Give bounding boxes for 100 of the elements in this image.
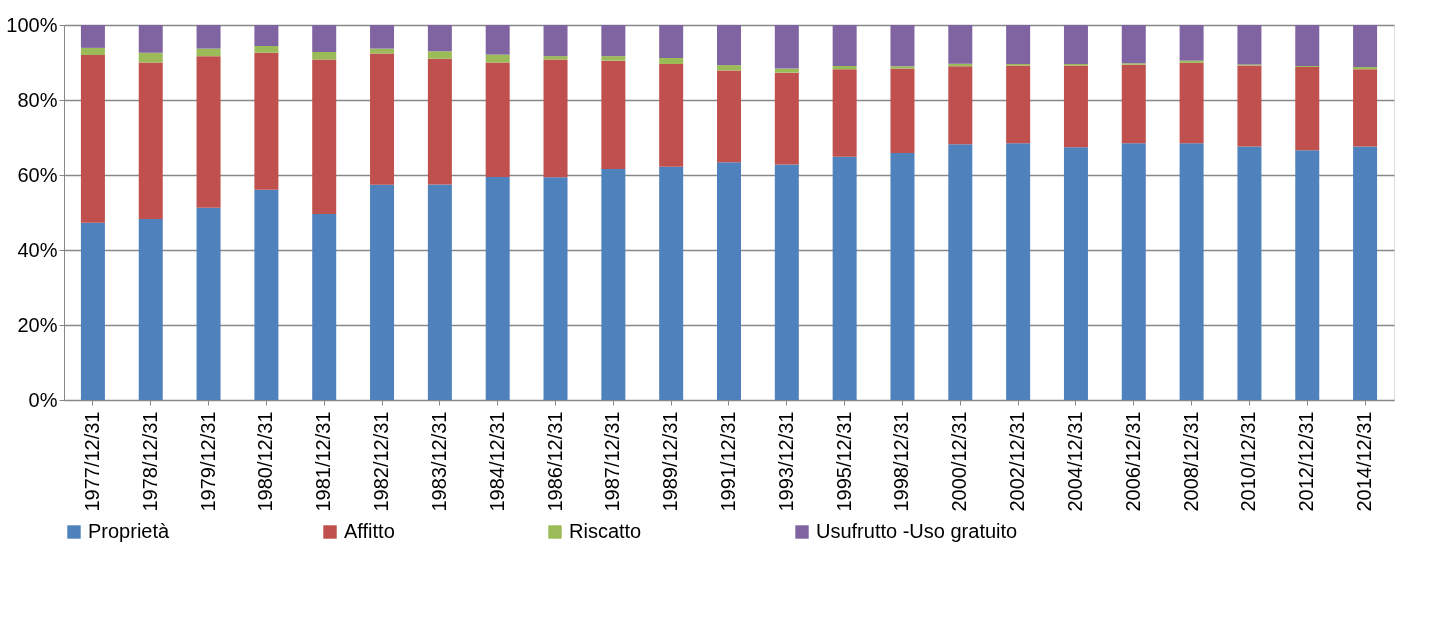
- bar: [312, 214, 337, 400]
- x-tick-label: 1993/12/31: [774, 411, 797, 512]
- bar: [196, 56, 221, 208]
- x-tick-label: 2008/12/31: [1179, 411, 1202, 512]
- bar: [948, 66, 973, 145]
- bar: [1295, 67, 1320, 151]
- bar: [427, 51, 452, 59]
- bar: [1237, 25, 1262, 65]
- x-tick-label: 2014/12/31: [1353, 411, 1376, 512]
- bar: [774, 68, 799, 73]
- bar: [1237, 146, 1262, 400]
- bar: [890, 152, 915, 400]
- bar: [717, 25, 741, 66]
- bar: [196, 207, 221, 400]
- bar: [1295, 150, 1320, 400]
- x-tick-label: 1983/12/31: [427, 411, 450, 512]
- bar: [427, 25, 452, 52]
- x-tick-label: 1998/12/31: [890, 411, 913, 512]
- bar: [427, 184, 452, 400]
- bar: [832, 25, 857, 66]
- bar: [601, 25, 626, 57]
- bar: [659, 64, 684, 167]
- bar: [717, 162, 741, 400]
- bar: [1353, 25, 1378, 67]
- x-tick-label: 1995/12/31: [832, 411, 855, 512]
- bar: [485, 54, 510, 63]
- bar: [543, 25, 568, 57]
- bar: [774, 25, 799, 69]
- bar: [138, 218, 163, 400]
- bar: [543, 59, 568, 178]
- bar: [1353, 146, 1378, 400]
- x-tick-label: 2012/12/31: [1295, 411, 1318, 512]
- bar: [948, 25, 973, 64]
- bar: [254, 25, 279, 46]
- y-tick-label: 20%: [17, 313, 58, 336]
- bar: [948, 144, 973, 400]
- x-tick-label: 2006/12/31: [1121, 411, 1144, 512]
- bar: [659, 25, 684, 58]
- bar: [485, 62, 510, 177]
- bar: [543, 177, 568, 400]
- bar: [774, 72, 799, 165]
- bar: [80, 47, 105, 55]
- x-tick-label: 1982/12/31: [370, 411, 393, 512]
- x-tick-label: 2002/12/31: [1006, 411, 1029, 512]
- bar: [138, 52, 163, 63]
- bar: [138, 25, 163, 53]
- bar: [1179, 143, 1204, 400]
- bar: [1063, 25, 1088, 64]
- legend-label: Usufrutto -Uso gratuito: [816, 520, 1018, 542]
- y-tick-label: 60%: [17, 163, 58, 186]
- legend-label: Affitto: [344, 520, 395, 542]
- bar: [601, 56, 626, 61]
- bar: [659, 58, 684, 64]
- x-tick-label: 1981/12/31: [312, 411, 335, 512]
- bar: [80, 222, 105, 400]
- bar: [1179, 25, 1204, 61]
- x-tick-label: 1977/12/31: [80, 411, 103, 512]
- bar: [1063, 65, 1088, 148]
- bar: [370, 25, 395, 49]
- x-tick-label: 2010/12/31: [1237, 411, 1260, 512]
- bar: [254, 46, 279, 53]
- bar: [312, 52, 337, 60]
- bar: [543, 56, 568, 60]
- bar: [659, 166, 684, 400]
- bar: [717, 70, 741, 163]
- bar: [370, 53, 395, 185]
- x-tick-label: 1979/12/31: [196, 411, 219, 512]
- bar: [312, 59, 337, 214]
- bar: [1006, 25, 1031, 64]
- bar: [370, 48, 395, 54]
- y-tick-label: 40%: [17, 238, 58, 261]
- x-tick-label: 1984/12/31: [485, 411, 508, 512]
- bar: [717, 65, 741, 71]
- bar: [485, 25, 510, 55]
- bar: [774, 164, 799, 400]
- bar: [1121, 143, 1146, 400]
- x-tick-label: 1978/12/31: [138, 411, 161, 512]
- x-tick-label: 1991/12/31: [717, 411, 739, 512]
- bar: [427, 58, 452, 185]
- bar: [485, 176, 510, 400]
- bar: [1237, 65, 1262, 147]
- x-tick-label: 2000/12/31: [948, 411, 971, 512]
- bar: [312, 25, 337, 52]
- x-tick-label: 1989/12/31: [659, 411, 682, 512]
- x-tick-label: 1980/12/31: [254, 411, 277, 512]
- bar: [138, 62, 163, 219]
- y-tick-label: 0%: [28, 388, 58, 411]
- x-tick-label: 2004/12/31: [1063, 411, 1086, 512]
- legend-label: Riscatto: [569, 520, 642, 542]
- bar: [254, 189, 279, 400]
- bar: [1353, 69, 1378, 147]
- bar: [890, 25, 915, 67]
- y-tick-label: 100%: [6, 13, 58, 36]
- bar: [601, 60, 626, 169]
- bar: [254, 52, 279, 190]
- bar: [1006, 65, 1031, 144]
- bar: [832, 156, 857, 400]
- bar: [890, 68, 915, 153]
- y-tick-label: 80%: [17, 88, 58, 111]
- x-tick-label: 1986/12/31: [543, 411, 566, 512]
